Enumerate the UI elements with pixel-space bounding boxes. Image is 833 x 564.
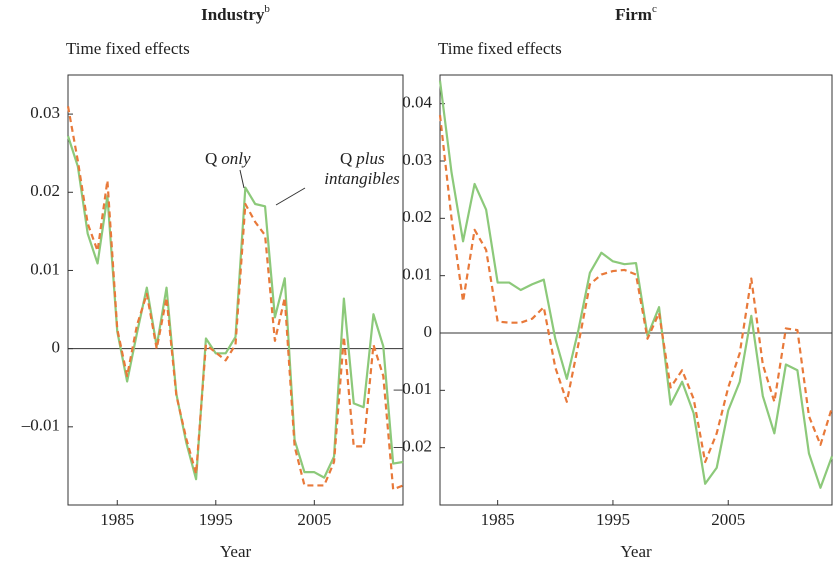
- x-tick-label: 1995: [199, 510, 233, 529]
- x-tick-label: 2005: [711, 510, 745, 529]
- x-axis-label: Year: [620, 542, 652, 561]
- y-tick-label: 0.01: [402, 265, 432, 284]
- y-tick-label: –0.01: [393, 379, 432, 398]
- annotation-leader: [239, 169, 245, 189]
- x-tick-label: 1985: [481, 510, 515, 529]
- y-axis-label: Time fixed effects: [438, 39, 562, 58]
- y-axis-label: Time fixed effects: [66, 39, 190, 58]
- y-tick-label: –0.02: [393, 437, 432, 456]
- x-tick-label: 1985: [100, 510, 134, 529]
- y-tick-label: 0.02: [30, 181, 60, 200]
- y-tick-label: 0.03: [30, 103, 60, 122]
- series-line: [66, 106, 404, 491]
- annotation-leader: [275, 187, 306, 206]
- y-tick-label: 0.03: [402, 150, 432, 169]
- annotation-italic: only: [221, 149, 251, 168]
- plot-frame: [67, 74, 404, 506]
- x-tick-label: 2005: [297, 510, 331, 529]
- title-superscript: c: [652, 3, 657, 15]
- y-tick-label: 0.01: [30, 259, 60, 278]
- annotation-text: Q: [205, 149, 217, 168]
- x-tick-label: 1995: [596, 510, 630, 529]
- plot-frame: [439, 74, 833, 506]
- series-line: [438, 80, 833, 489]
- annotation-italic: plus: [355, 149, 385, 168]
- annotation-text: Q: [340, 149, 352, 168]
- series-line: [438, 115, 833, 464]
- chart-title: Firmc: [615, 3, 657, 24]
- y-tick-label: –0.01: [21, 416, 60, 435]
- x-axis-label: Year: [220, 542, 252, 561]
- y-tick-label: 0: [424, 322, 433, 341]
- title-superscript: b: [264, 3, 270, 15]
- y-tick-label: 0.04: [402, 93, 432, 112]
- y-tick-label: 0: [52, 338, 61, 357]
- annotation-italic: intangibles: [324, 169, 400, 188]
- title-text: Firm: [615, 5, 652, 24]
- title-text: Industry: [201, 5, 265, 24]
- chart-title: Industryb: [201, 3, 270, 24]
- y-tick-label: 0.02: [402, 207, 432, 226]
- annotation: intangibles: [324, 169, 400, 188]
